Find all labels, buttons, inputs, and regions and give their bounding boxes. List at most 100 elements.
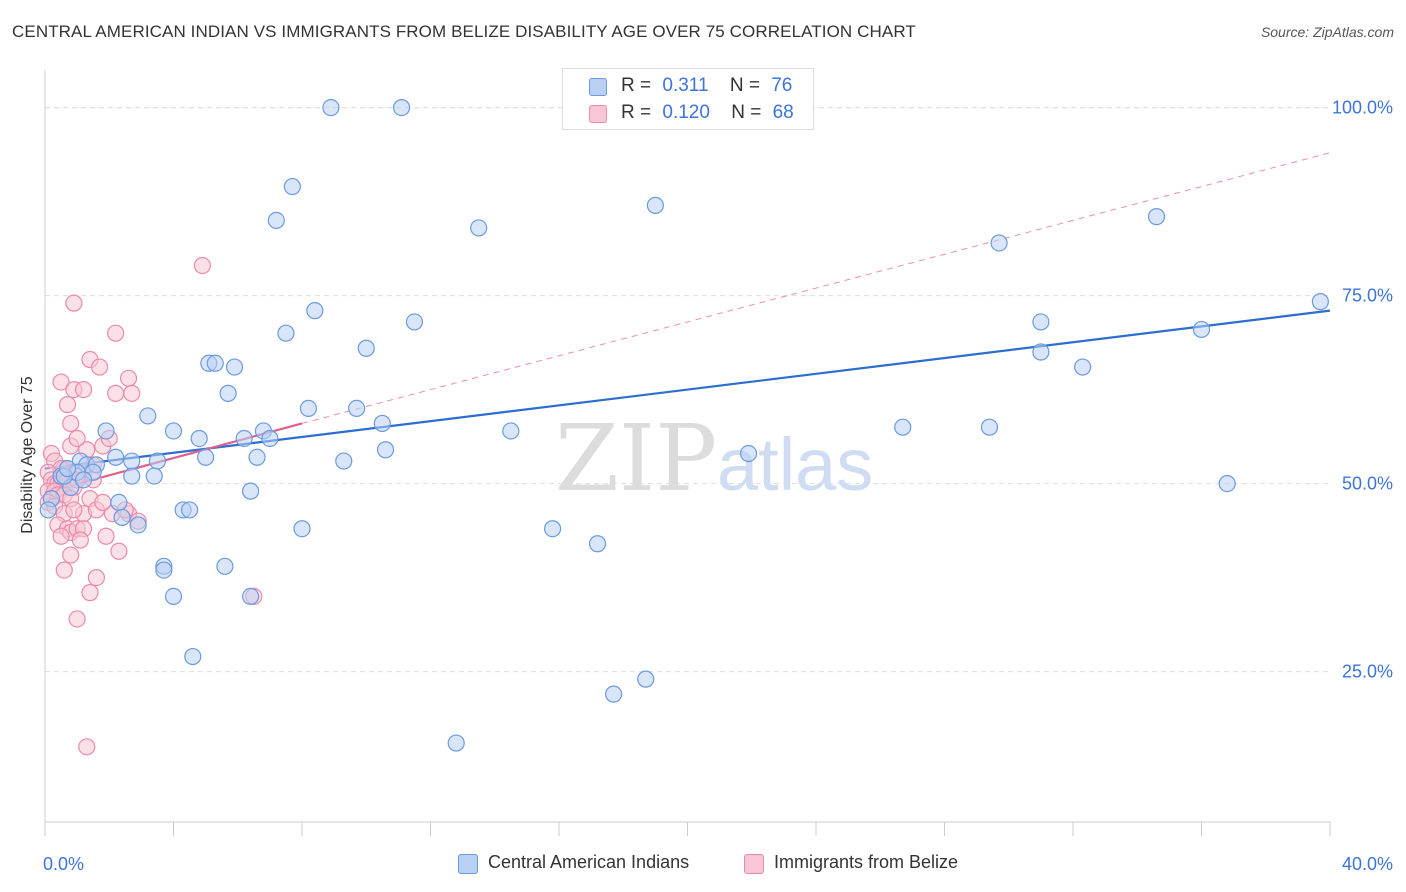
watermark-atlas: atlas [717, 423, 873, 506]
point-blue [180, 501, 199, 519]
point-blue [306, 302, 324, 320]
point-blue [1032, 313, 1050, 331]
point-blue [637, 670, 655, 688]
point-blue [322, 98, 340, 117]
point-blue [197, 448, 215, 466]
point-blue [543, 520, 562, 538]
legend-r-label: R = [621, 75, 652, 96]
legend-swatch-pink [589, 105, 607, 123]
bottom-legend-swatch-blue [458, 854, 478, 874]
point-pink [97, 527, 115, 545]
y-tick-label: 50.0% [1342, 474, 1393, 494]
point-pink [71, 531, 89, 549]
point-blue [646, 196, 664, 214]
point-blue [219, 384, 237, 402]
point-blue [184, 647, 202, 666]
trend-line-pink-extension [301, 152, 1331, 424]
point-blue [447, 734, 465, 752]
point-blue [113, 508, 131, 527]
point-pink [94, 493, 112, 511]
point-blue [123, 467, 141, 485]
point-blue [502, 422, 520, 440]
point-pink [65, 294, 83, 312]
point-blue [164, 422, 183, 440]
y-tick-label: 25.0% [1342, 662, 1393, 682]
point-blue [164, 587, 183, 606]
point-blue [293, 520, 311, 538]
legend-r-label: R = [621, 102, 652, 123]
point-blue [242, 482, 260, 500]
legend-n-label: N = [731, 102, 762, 123]
point-blue [107, 448, 125, 466]
point-blue [261, 429, 279, 448]
x-tick-label-max: 40.0% [1342, 854, 1393, 874]
point-pink [52, 527, 70, 545]
point-blue [283, 177, 301, 196]
point-blue [1192, 320, 1211, 339]
point-blue [190, 429, 208, 448]
point-blue [1218, 475, 1236, 493]
legend-n-value-blue: 76 [771, 75, 793, 96]
point-pink [62, 546, 80, 564]
point-blue [990, 234, 1008, 252]
point-blue [1032, 343, 1050, 361]
point-blue [1147, 208, 1166, 226]
point-pink [55, 561, 73, 579]
point-pink [91, 358, 109, 376]
point-blue [392, 98, 411, 117]
point-blue [470, 219, 488, 237]
trend-line-blue [44, 309, 1331, 470]
point-blue [348, 399, 366, 417]
point-blue [139, 407, 157, 425]
y-axis-label: Disability Age Over 75 [19, 376, 36, 534]
point-blue [242, 587, 260, 606]
tick-labels: 25.0% 50.0% 75.0% 100.0% 0.0% 40.0% [43, 98, 1393, 874]
y-tick-label: 100.0% [1332, 98, 1393, 118]
bottom-legend-swatch-pink [744, 854, 764, 874]
point-pink [107, 384, 125, 402]
point-pink [68, 610, 86, 628]
point-blue [248, 448, 266, 466]
point-blue [39, 501, 57, 519]
source-label: Source: ZipAtlas.com [1260, 24, 1394, 40]
point-blue [357, 339, 375, 357]
point-blue [206, 354, 224, 372]
point-pink [65, 501, 83, 519]
point-blue [588, 535, 607, 553]
point-pink [87, 568, 106, 587]
stats-legend: R = 0.311 N = 76 R = 0.120 N = 68 [562, 68, 814, 130]
point-pink [52, 373, 70, 391]
legend-r-value-pink: 0.120 [662, 102, 710, 123]
point-blue [405, 313, 424, 331]
x-tick-label-min: 0.0% [43, 854, 84, 874]
point-blue [97, 422, 115, 440]
point-blue [1311, 293, 1329, 311]
point-blue [155, 561, 173, 579]
point-blue [267, 211, 285, 229]
chart-title: CENTRAL AMERICAN INDIAN VS IMMIGRANTS FR… [12, 22, 916, 41]
point-pink [119, 369, 138, 387]
point-blue [376, 441, 395, 459]
data-points [39, 98, 1329, 756]
point-blue [110, 493, 128, 511]
point-blue [235, 429, 253, 448]
bottom-legend-label-pink: Immigrants from Belize [774, 852, 959, 872]
point-blue [335, 452, 353, 470]
legend-r-value-blue: 0.311 [662, 75, 709, 96]
point-pink [62, 414, 80, 433]
point-blue [74, 471, 93, 489]
point-blue [894, 418, 912, 436]
point-blue [129, 516, 147, 534]
point-blue [277, 324, 295, 342]
point-pink [74, 381, 93, 399]
point-blue [1074, 358, 1092, 376]
point-blue [216, 557, 234, 575]
point-blue [123, 452, 141, 470]
point-pink [107, 324, 125, 342]
point-pink [68, 429, 86, 448]
point-pink [78, 738, 96, 756]
point-blue [373, 414, 391, 433]
point-blue [58, 459, 77, 478]
y-tick-label: 75.0% [1342, 286, 1393, 306]
